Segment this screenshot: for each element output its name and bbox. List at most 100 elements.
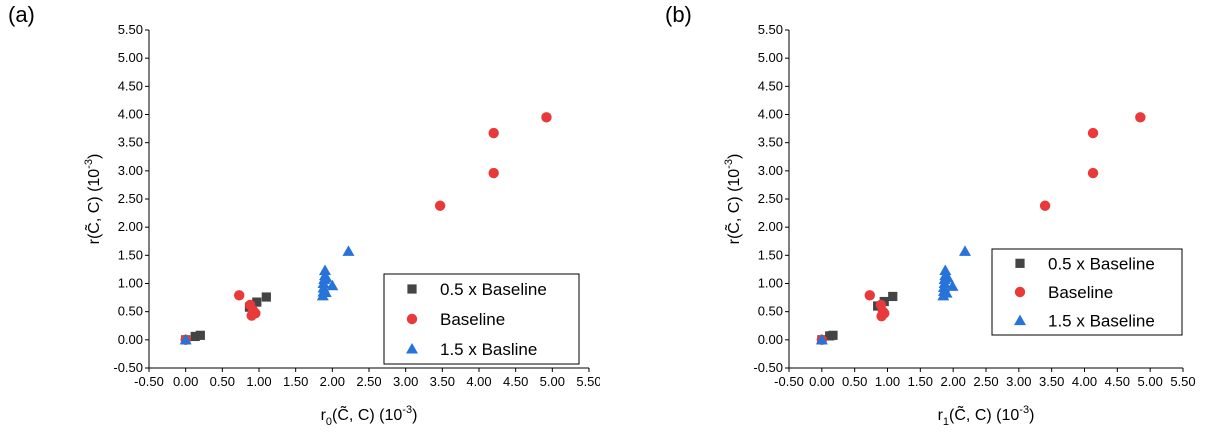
x-axis-label-sup: -3 — [402, 404, 412, 416]
x-tick-label: 2.50 — [973, 374, 998, 389]
y-tick-label: -0.50 — [113, 360, 143, 375]
data-point-square — [195, 330, 205, 340]
x-tick-label: 4.00 — [466, 374, 491, 389]
data-point-triangle — [958, 245, 971, 256]
data-point-circle — [488, 167, 499, 179]
y-tick-label: 4.50 — [118, 78, 143, 93]
legend-label: 1.5 x Basline — [440, 340, 537, 359]
legend-marker-circle — [406, 313, 418, 325]
data-point-triangle — [815, 333, 828, 345]
series-triangle — [815, 245, 971, 345]
data-point-circle — [864, 290, 875, 301]
data-point-square — [190, 331, 200, 342]
x-axis-label-end: ) — [1029, 407, 1034, 424]
x-axis-label-sup: -3 — [1019, 404, 1029, 416]
data-point-triangle — [320, 271, 333, 283]
y-tick-label: 0.00 — [758, 332, 783, 347]
y-tick-label: 5.50 — [118, 22, 143, 37]
data-point-circle — [250, 308, 261, 319]
legend: 0.5 x Baseline Baseline 1.5 x Baseline — [991, 248, 1183, 336]
panel-label: (a) — [8, 2, 35, 27]
y-tick-label: -0.50 — [753, 360, 783, 375]
chart-panel-a: (a) -0.50 0.00 0.50 1.00 1.50 2.00 2.50 3.00 3.50… — [0, 0, 602, 436]
x-tick-label: 1.50 — [908, 374, 933, 389]
y-tick-label: 1.50 — [118, 247, 143, 262]
data-point-circle — [1087, 167, 1099, 179]
x-tick-label: 5.50 — [576, 374, 600, 389]
x-tick-label: 5.00 — [1138, 374, 1163, 389]
legend-label: Baseline — [1048, 283, 1113, 302]
data-point-circle — [1039, 200, 1051, 211]
data-point-circle — [434, 200, 446, 211]
y-axis-label-sup: -3 — [83, 159, 95, 169]
legend-marker-circle — [1014, 286, 1026, 298]
y-axis-label-end: ) — [86, 154, 103, 159]
x-tick-label: 5.50 — [1170, 374, 1195, 389]
x-tick-label: 1.00 — [875, 374, 900, 389]
legend-marker-square — [1015, 258, 1025, 268]
x-tick-label: -0.50 — [134, 374, 164, 389]
x-tick-label: 1.50 — [283, 374, 308, 389]
y-axis-label: r(C̃, C) (10-3) — [83, 154, 103, 245]
x-tick-label: 0.00 — [173, 374, 198, 389]
y-tick-label: 2.50 — [118, 191, 143, 206]
y-tick-label: 1.00 — [758, 276, 783, 291]
data-point-triangle — [319, 286, 332, 298]
series-square — [181, 292, 271, 345]
x-tick-label: 2.00 — [941, 374, 966, 389]
x-tick-label: 5.00 — [540, 374, 565, 389]
y-tick-label: 1.00 — [118, 276, 143, 291]
x-tick-label: 1.00 — [246, 374, 271, 389]
y-tick-label: 5.50 — [758, 22, 783, 37]
data-point-circle — [1087, 127, 1099, 139]
y-tick-label: 5.00 — [118, 50, 143, 65]
chart-panel-b: (b) -0.50 0.00 0.50 1.00 1.50 2.00 2.50 3.00 3.50… — [600, 0, 1207, 436]
data-point-triangle — [941, 271, 954, 283]
x-tick-label: 2.50 — [356, 374, 381, 389]
data-point-circle — [488, 127, 499, 139]
x-tick-label: 4.50 — [1105, 374, 1130, 389]
y-tick-label: 2.00 — [758, 219, 783, 234]
y-axis-label-main: r(C̃, C) (10 — [723, 169, 743, 245]
y-tick-label: 0.00 — [118, 332, 143, 347]
legend-label: 1.5 x Baseline — [1048, 312, 1155, 331]
y-tick-label: 3.50 — [118, 135, 143, 150]
data-point-triangle — [940, 287, 953, 298]
series-triangle — [179, 245, 355, 345]
y-tick-label: 2.50 — [758, 191, 783, 206]
x-tick-label: 3.00 — [1006, 374, 1031, 389]
data-point-triangle — [179, 333, 192, 345]
x-tick-label: 0.00 — [809, 374, 834, 389]
y-tick-label: 4.50 — [758, 78, 783, 93]
x-tick-label: 3.00 — [393, 374, 418, 389]
data-point-square — [252, 297, 262, 307]
data-point-triangle — [342, 245, 355, 256]
y-tick-label: 3.00 — [758, 163, 783, 178]
y-tick-label: 0.50 — [118, 304, 143, 319]
data-point-triangle — [946, 280, 959, 291]
x-tick-label: 4.50 — [503, 374, 528, 389]
x-axis-label-main: (C̃, C) (10 — [949, 404, 1019, 424]
x-tick-label: 2.00 — [320, 374, 345, 389]
data-point-circle — [234, 290, 245, 301]
y-axis-label-main: r(C̃, C) (10 — [83, 169, 103, 245]
legend-marker-square — [407, 284, 417, 294]
y-axis-label-sup: -3 — [723, 159, 735, 169]
data-point-circle — [879, 308, 890, 319]
y-tick-label: 2.00 — [118, 219, 143, 234]
data-point-square — [261, 292, 271, 302]
x-axis-label: r1(C̃, C) (10-3) — [938, 404, 1035, 428]
y-tick-label: 5.00 — [758, 50, 783, 65]
y-tick-label: 4.00 — [758, 107, 783, 122]
x-tick-label: 0.50 — [210, 374, 235, 389]
y-axis-label: r(C̃, C) (10-3) — [723, 154, 743, 245]
legend-label: 0.5 x Baseline — [440, 280, 547, 299]
scatter-chart-a: (a) -0.50 0.00 0.50 1.00 1.50 2.00 2.50 3.00 3.50… — [8, 2, 602, 428]
x-tick-label: 3.50 — [1039, 374, 1064, 389]
panel-label: (b) — [665, 2, 692, 27]
y-tick-label: 3.00 — [118, 163, 143, 178]
legend-marker-triangle — [1014, 314, 1026, 326]
y-axis-label-end: ) — [726, 154, 743, 159]
x-axis-label-main: (C̃, C) (10 — [332, 404, 402, 424]
data-point-triangle — [939, 264, 952, 276]
